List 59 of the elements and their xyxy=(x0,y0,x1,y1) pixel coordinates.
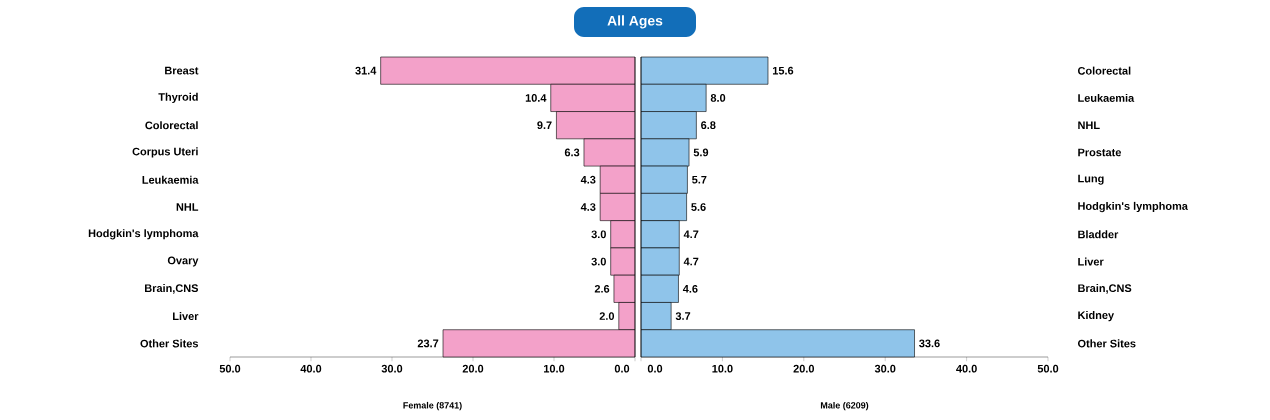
x-axis-title: Female (8741) xyxy=(403,401,462,411)
data-label: 4.6 xyxy=(682,284,698,293)
x-tick-label: 40.0 xyxy=(300,364,322,373)
data-label: 4.3 xyxy=(580,175,596,184)
data-label: 4.3 xyxy=(580,203,596,211)
y-tick-label: Brain,CNS xyxy=(145,284,199,294)
data-label: 8.0 xyxy=(710,94,726,102)
y-tick-label: NHL xyxy=(1078,121,1100,129)
data-label: 3.0 xyxy=(591,257,606,266)
y-tick-label: NHL xyxy=(176,203,199,211)
y-tick-label: Colorectal xyxy=(1077,66,1131,75)
data-label: 2.0 xyxy=(599,312,615,320)
x-axis-title: Male (6209) xyxy=(820,401,869,411)
y-tick-label: Leukaemia xyxy=(142,175,199,184)
x-tick-label: 10.0 xyxy=(544,364,565,373)
data-label: 5.7 xyxy=(692,175,707,184)
data-label: 5.6 xyxy=(691,203,706,211)
y-tick-label: Leukaemia xyxy=(1078,93,1135,102)
data-label: 4.7 xyxy=(683,257,699,266)
x-tick-label: 50.0 xyxy=(1037,364,1059,373)
data-label: 2.6 xyxy=(594,284,610,293)
data-label: 5.9 xyxy=(693,148,709,157)
x-tick-label: 30.0 xyxy=(381,364,403,373)
x-tick-label: 20.0 xyxy=(793,364,815,373)
x-tick-label: 40.0 xyxy=(956,364,977,373)
y-tick-label: Hodgkin's lymphoma xyxy=(1078,201,1188,213)
x-tick-label: 50.0 xyxy=(219,364,241,373)
data-label: 6.8 xyxy=(701,121,716,130)
y-tick-label: Corpus Uteri xyxy=(132,147,198,158)
y-tick-label: Hodgkin's lymphoma xyxy=(88,229,199,240)
data-label: 3.7 xyxy=(675,312,691,320)
y-tick-label: Lung xyxy=(1078,174,1104,185)
y-tick-label: Kidney xyxy=(1078,310,1115,322)
data-label: 33.6 xyxy=(919,339,940,348)
x-tick-label: 20.0 xyxy=(462,364,484,373)
y-tick-label: Liver xyxy=(1078,257,1104,266)
y-tick-label: Prostate xyxy=(1078,148,1121,157)
y-tick-label: Breast xyxy=(165,66,199,75)
data-label: 9.7 xyxy=(537,121,552,130)
x-tick-label: 10.0 xyxy=(712,364,733,373)
y-tick-label: Other Sites xyxy=(140,339,199,348)
data-label: 4.7 xyxy=(683,230,699,239)
y-tick-label: Brain,CNS xyxy=(1078,284,1132,294)
y-tick-label: Liver xyxy=(173,312,199,321)
x-tick-label: 0.0 xyxy=(647,364,663,373)
y-tick-label: Bladder xyxy=(1078,230,1119,239)
data-label: 3.0 xyxy=(591,230,606,239)
data-label: 15.6 xyxy=(772,66,794,75)
data-label: 31.4 xyxy=(355,66,377,75)
x-tick-label: 30.0 xyxy=(874,364,896,373)
data-label: 10.4 xyxy=(525,94,547,102)
data-label: 23.7 xyxy=(417,339,439,348)
y-tick-label: Other Sites xyxy=(1077,339,1136,348)
x-tick-label: 0.0 xyxy=(614,364,630,373)
y-tick-label: Thyroid xyxy=(158,92,198,104)
y-tick-label: Colorectal xyxy=(145,121,198,130)
data-label: 6.3 xyxy=(564,148,580,157)
y-tick-label: Ovary xyxy=(167,256,199,267)
chart-title: All Ages xyxy=(607,15,663,29)
